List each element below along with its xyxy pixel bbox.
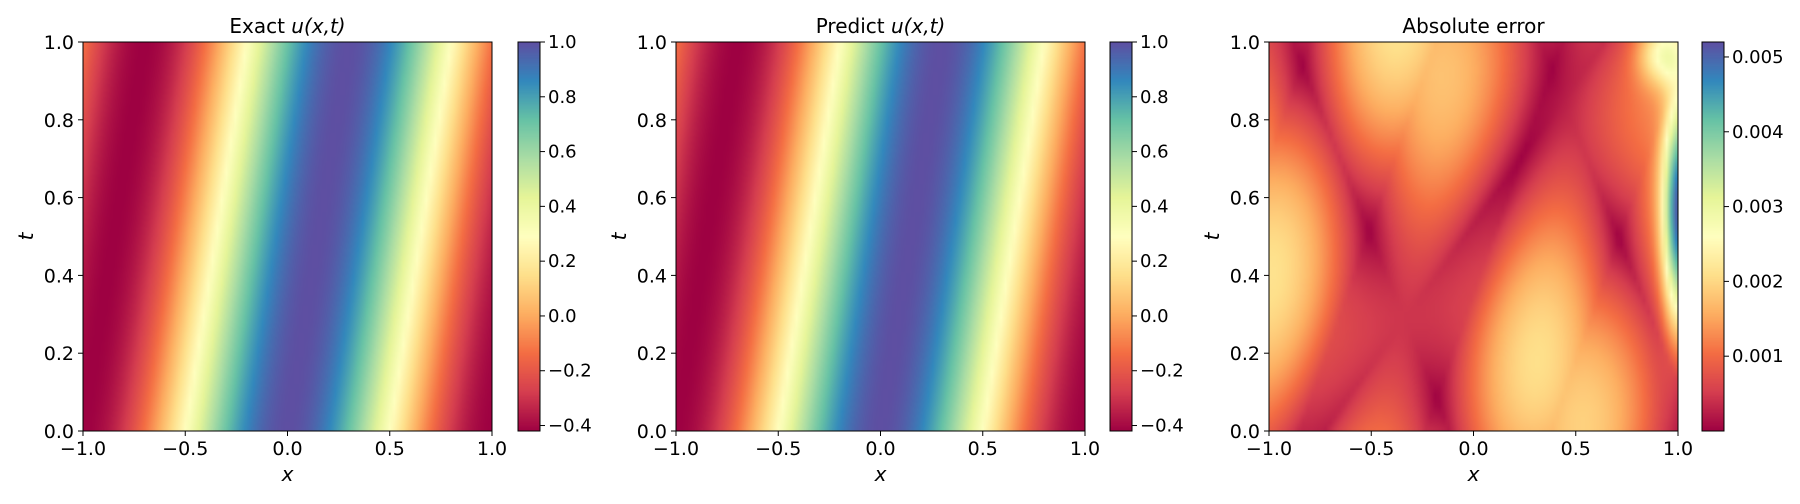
y-tick-label: 0.8 <box>637 110 667 132</box>
colorbar-tick-label: −0.2 <box>1140 361 1184 382</box>
title-math: u(x,t) <box>891 14 945 38</box>
x-tick-label: −0.5 <box>1348 438 1394 460</box>
x-axis-label: x <box>874 462 887 486</box>
y-tick-label: 1.0 <box>637 32 667 54</box>
y-tick-label: 0.6 <box>1230 188 1260 210</box>
colorbar-tick-label: −0.4 <box>548 416 592 437</box>
colorbar-tick-label: 1.0 <box>1140 32 1169 53</box>
colorbar-frame <box>1701 41 1725 432</box>
colorbar-tick-label: 1.0 <box>548 32 577 53</box>
y-tick-label: 0.0 <box>1230 421 1260 443</box>
colorbar-tick-label: 0.004 <box>1732 122 1784 143</box>
y-tick-label: 0.4 <box>44 265 74 287</box>
subplot-1: −1.0 −0.5 0.0 0.5 1.0 0.0 0.2 0.4 0.6 0.8 1.0 x t Exa… <box>14 14 592 486</box>
colorbar-tick-label: 0.003 <box>1732 197 1784 218</box>
y-axis-label: t <box>14 231 38 240</box>
heatmap-image <box>1269 42 1678 431</box>
y-tick-label: 0.6 <box>637 188 667 210</box>
colorbar-tick-label: 0.2 <box>1140 251 1169 272</box>
x-tick-label: −1.0 <box>1246 438 1292 460</box>
y-tick-label: 0.4 <box>1230 265 1260 287</box>
x-axis-label: x <box>281 462 294 486</box>
y-tick-label: 0.2 <box>44 343 74 365</box>
colorbar-frame <box>1109 41 1133 432</box>
x-tick-label: −1.0 <box>653 438 699 460</box>
heatmap-image <box>83 42 492 431</box>
y-tick-label: 0.0 <box>637 421 667 443</box>
x-tick-label: 0.5 <box>968 438 998 460</box>
colorbar-tick-label: 0.4 <box>1140 196 1169 217</box>
x-tick-label: 0.5 <box>1561 438 1591 460</box>
colorbar-image <box>1702 42 1724 431</box>
colorbar-image <box>1110 42 1132 431</box>
x-tick-label: 0.0 <box>272 438 302 460</box>
title-math: u(x,t) <box>291 14 345 38</box>
colorbar-tick-label: 0.0 <box>548 306 577 327</box>
subplot-3: −1.0 −0.5 0.0 0.5 1.0 0.0 0.2 0.4 0.6 0.8 1.0 x t Abs… <box>1200 14 1784 486</box>
colorbar-tick-label: 0.8 <box>1140 87 1169 108</box>
colorbar-tick-label: 0.002 <box>1732 271 1784 292</box>
colorbar-tick-label: 0.005 <box>1732 47 1784 68</box>
x-tick-label: 0.0 <box>865 438 895 460</box>
title-text: Absolute error <box>1402 14 1545 38</box>
y-tick-label: 0.2 <box>637 343 667 365</box>
y-axis-label: t <box>1200 231 1224 240</box>
colorbar-tick-label: 0.001 <box>1732 346 1784 367</box>
colorbar-tick-label: 0.6 <box>548 142 577 163</box>
y-tick-label: 0.6 <box>44 188 74 210</box>
y-axis-label: t <box>607 231 631 240</box>
colorbar-frame <box>517 41 541 432</box>
y-tick-label: 0.8 <box>44 110 74 132</box>
colorbar-tick-label: 0.8 <box>548 87 577 108</box>
x-tick-label: −0.5 <box>162 438 208 460</box>
subplot-title: Predict u(x,t) <box>816 14 946 38</box>
x-axis-label: x <box>1467 462 1480 486</box>
x-tick-label: 1.0 <box>477 438 507 460</box>
subplot-title: Exact u(x,t) <box>229 14 345 38</box>
heatmap-image <box>676 42 1085 431</box>
y-tick-label: 0.8 <box>1230 110 1260 132</box>
y-tick-label: 1.0 <box>1230 32 1260 54</box>
x-tick-label: 0.0 <box>1458 438 1488 460</box>
colorbar-tick-label: −0.2 <box>548 361 592 382</box>
title-text: Predict <box>816 14 891 38</box>
colorbar-tick-label: 0.4 <box>548 196 577 217</box>
colorbar-tick-label: 0.0 <box>1140 306 1169 327</box>
x-tick-label: −1.0 <box>60 438 106 460</box>
y-tick-label: 1.0 <box>44 32 74 54</box>
x-tick-label: 0.5 <box>375 438 405 460</box>
subplot-title: Absolute error <box>1402 14 1545 38</box>
colorbar-image <box>518 42 540 431</box>
subplot-2: −1.0 −0.5 0.0 0.5 1.0 0.0 0.2 0.4 0.6 0.8 1.0 x t Pre… <box>607 14 1184 486</box>
colorbar-tick-label: 0.6 <box>1140 142 1169 163</box>
x-tick-label: 1.0 <box>1070 438 1100 460</box>
x-tick-label: 1.0 <box>1663 438 1693 460</box>
colorbar-tick-label: −0.4 <box>1140 416 1184 437</box>
y-tick-label: 0.0 <box>44 421 74 443</box>
colorbar-tick-label: 0.2 <box>548 251 577 272</box>
y-tick-label: 0.4 <box>637 265 667 287</box>
title-text: Exact <box>229 14 291 38</box>
x-tick-label: −0.5 <box>755 438 801 460</box>
y-tick-label: 0.2 <box>1230 343 1260 365</box>
